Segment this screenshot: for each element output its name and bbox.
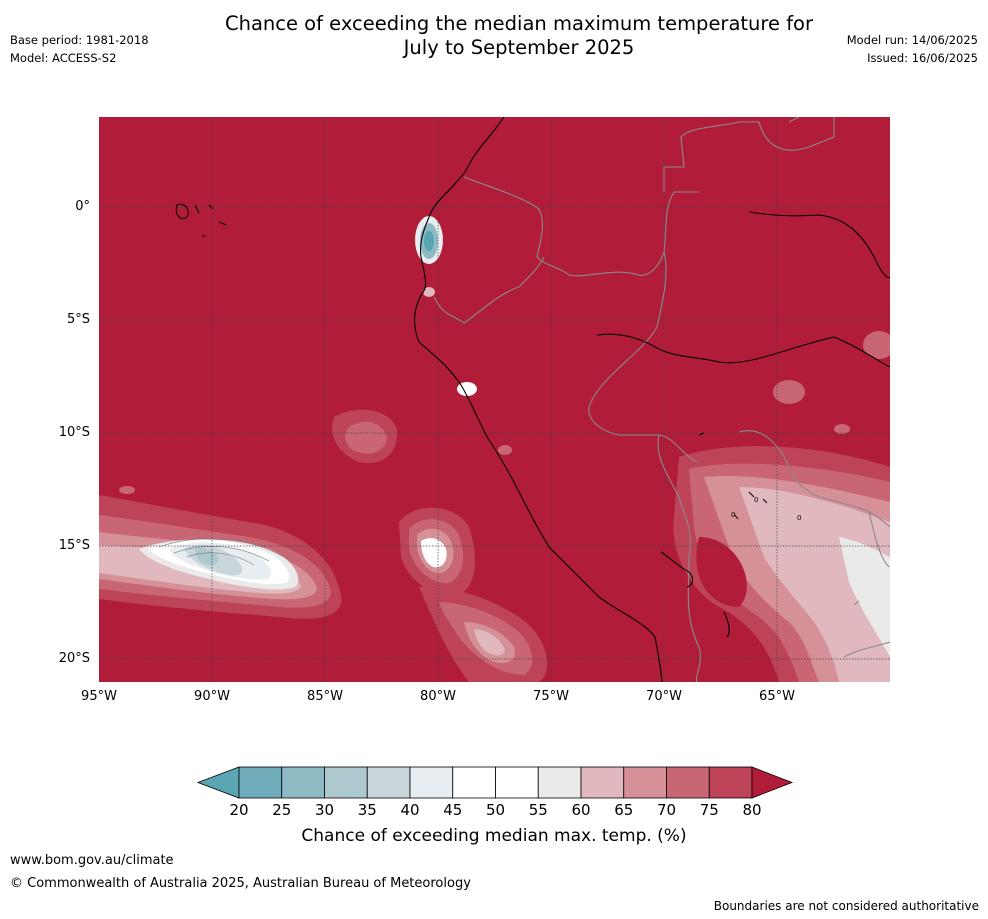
map-title-line2: July to September 2025 <box>403 36 635 59</box>
issued-date: Issued: 16/06/2025 <box>867 51 978 65</box>
colorbar-tick: 70 <box>656 801 677 819</box>
lat-label-0: 0° <box>75 199 90 214</box>
disclaimer-text: Boundaries are not considered authoritat… <box>713 899 979 913</box>
colorbar-tick: 75 <box>699 801 719 819</box>
colorbar-extend-high <box>751 766 794 799</box>
colorbar-tick: 50 <box>485 801 506 819</box>
meta-left: Base period: 1981-2018 Model: ACCESS-S2 <box>10 31 149 67</box>
model-name: Model: ACCESS-S2 <box>10 51 117 65</box>
colorbar-cell <box>409 766 454 799</box>
colorbar-ticks: 20 25 30 35 40 45 50 55 60 65 70 75 80 <box>0 801 988 821</box>
colorbar-tick: 20 <box>229 801 249 819</box>
colorbar-cell <box>452 766 496 799</box>
lon-label-65w: 65°W <box>759 689 795 704</box>
lon-label-90w: 90°W <box>194 689 230 704</box>
country-borders <box>433 117 890 682</box>
graticule <box>99 117 890 682</box>
colorbar-cell <box>324 766 368 799</box>
lon-label-75w: 75°W <box>533 689 569 704</box>
colorbar-cell <box>366 766 411 799</box>
colorbar-cell <box>708 766 753 799</box>
colorbar-cell <box>495 766 539 799</box>
colorbar-tick: 40 <box>400 801 420 819</box>
lat-label-5s: 5°S <box>66 312 90 327</box>
contour-label: 0 <box>797 514 801 522</box>
map-canvas: 0 0 0 <box>99 117 890 682</box>
colorbar-cell <box>281 766 325 799</box>
anomaly-east <box>673 446 890 682</box>
colorbar-tick: 25 <box>272 801 292 819</box>
anomaly-south <box>419 586 548 682</box>
anomaly-83w <box>331 409 398 463</box>
base-period: Base period: 1981-2018 <box>10 33 149 47</box>
colorbar-title: Chance of exceeding median max. temp. (%… <box>301 826 687 846</box>
lon-label-80w: 80°W <box>420 689 456 704</box>
colorbar-extend-low <box>196 766 240 799</box>
lon-label-70w: 70°W <box>646 689 682 704</box>
colorbar-cell <box>623 766 667 799</box>
anomaly-west-pacific <box>99 495 342 619</box>
colorbar-tick: 45 <box>443 801 463 819</box>
lon-label-85w: 85°W <box>307 689 343 704</box>
model-run: Model run: 14/06/2025 <box>846 33 978 47</box>
colorbar-tick: 55 <box>528 801 548 819</box>
lat-label-15s: 15°S <box>58 538 90 553</box>
website-link[interactable]: www.bom.gov.au/climate <box>10 853 174 868</box>
colorbar-tick: 30 <box>314 801 335 819</box>
lat-label-20s: 20°S <box>58 651 90 666</box>
copyright-text: © Commonwealth of Australia 2025, Austra… <box>10 876 471 891</box>
coastline <box>413 117 890 682</box>
colorbar-tick: 60 <box>571 801 591 819</box>
islands <box>175 203 768 520</box>
anomaly-79w <box>399 507 475 596</box>
meta-right: Model run: 14/06/2025 Issued: 16/06/2025 <box>847 31 978 67</box>
anomaly-ecuador-coast <box>415 216 477 396</box>
colorbar-tick: 35 <box>357 801 377 819</box>
colorbar-cell <box>238 766 283 799</box>
colorbar-cell <box>666 766 710 799</box>
lon-label-95w: 95°W <box>81 689 117 704</box>
colorbar <box>196 766 794 799</box>
colorbar-cell <box>580 766 625 799</box>
contour-label: 0 <box>731 511 735 519</box>
colorbar-cell <box>537 766 582 799</box>
map-title-line1: Chance of exceeding the median maximum t… <box>224 12 814 35</box>
colorbar-tick: 65 <box>614 801 634 819</box>
map-title: Chance of exceeding the median maximum t… <box>0 12 988 60</box>
small-anomalies <box>119 331 890 494</box>
contour-label: 0 <box>754 496 758 504</box>
lat-label-10s: 10°S <box>58 425 90 440</box>
colorbar-tick: 80 <box>742 801 762 819</box>
